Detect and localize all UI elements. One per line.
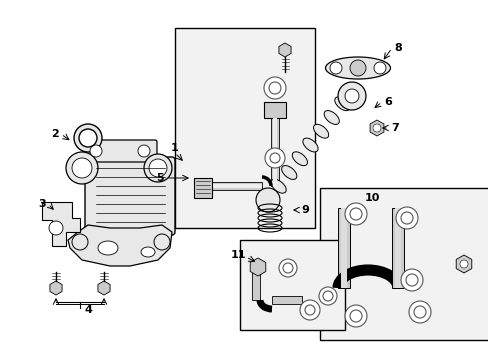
Circle shape [149,159,167,177]
Circle shape [349,310,361,322]
Ellipse shape [334,97,349,111]
Text: 2: 2 [51,129,59,139]
Circle shape [373,62,385,74]
Bar [175,28,314,228]
Circle shape [395,207,417,229]
Bar [264,102,285,118]
Circle shape [345,305,366,327]
Bar [394,208,400,288]
Bar [240,240,345,330]
Circle shape [264,148,285,168]
Text: 9: 9 [301,205,308,215]
Text: 7: 7 [390,123,398,133]
Ellipse shape [302,138,318,152]
Polygon shape [98,281,110,295]
Text: 3: 3 [38,199,46,209]
Circle shape [323,291,332,301]
Polygon shape [455,255,471,273]
Circle shape [79,129,97,147]
Ellipse shape [98,241,118,255]
Circle shape [264,77,285,99]
Circle shape [408,301,430,323]
Circle shape [345,89,358,103]
Ellipse shape [292,152,307,166]
Bar [337,208,349,288]
Bar [202,184,262,188]
Ellipse shape [324,111,339,125]
Circle shape [269,153,280,163]
Circle shape [256,188,280,212]
Circle shape [345,203,366,225]
Bar [340,208,346,288]
Circle shape [400,212,412,224]
Ellipse shape [325,57,390,79]
Circle shape [372,124,380,132]
Ellipse shape [345,83,360,97]
Polygon shape [250,258,265,276]
Circle shape [268,82,281,94]
Text: 5: 5 [156,173,163,183]
Text: 1: 1 [171,143,179,153]
Bar [319,188,488,340]
Text: 10: 10 [364,193,379,203]
Polygon shape [278,43,290,57]
FancyBboxPatch shape [85,157,175,235]
Circle shape [349,60,365,76]
Polygon shape [68,225,172,266]
Circle shape [138,145,150,157]
Circle shape [405,274,417,286]
Circle shape [459,260,467,268]
Bar [272,118,276,186]
Circle shape [349,208,361,220]
Circle shape [413,306,425,318]
Ellipse shape [260,193,275,207]
Ellipse shape [270,179,285,193]
Bar [391,208,403,288]
Circle shape [72,234,88,250]
Text: 4: 4 [84,305,92,315]
Circle shape [143,154,172,182]
Circle shape [329,62,341,74]
Polygon shape [42,202,80,246]
Bar [194,178,212,198]
Text: 8: 8 [393,43,401,53]
Circle shape [400,269,422,291]
Circle shape [305,305,314,315]
Text: 6: 6 [383,97,391,107]
Circle shape [72,158,92,178]
Circle shape [283,263,292,273]
Ellipse shape [313,124,328,138]
Text: 11: 11 [230,250,245,260]
Ellipse shape [141,247,155,257]
Polygon shape [369,120,383,136]
Polygon shape [50,281,62,295]
Circle shape [279,259,296,277]
Circle shape [337,82,365,110]
Ellipse shape [281,166,296,179]
Circle shape [299,300,319,320]
Circle shape [74,124,102,152]
Circle shape [90,145,102,157]
Circle shape [66,152,98,184]
Circle shape [318,287,336,305]
FancyBboxPatch shape [83,140,157,162]
Circle shape [49,221,63,235]
Circle shape [154,234,170,250]
Bar [202,182,262,190]
Bar [251,260,260,300]
Bar [270,118,279,186]
Bar [271,296,302,304]
